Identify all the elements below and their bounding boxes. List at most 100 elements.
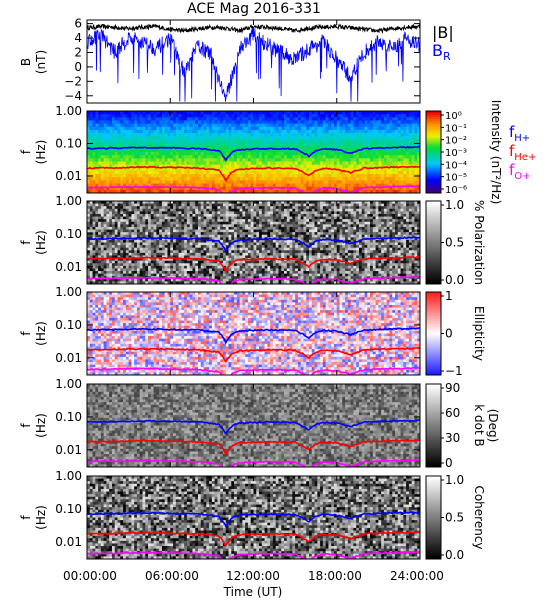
- ellipticity-y-axis-unit: (Hz): [34, 321, 48, 346]
- ellipticity-heatmap: [87, 292, 420, 375]
- k-dot-b-y-axis-unit: (Hz): [34, 413, 48, 438]
- polarization-y-tick-label-2: 0.01: [55, 260, 82, 274]
- legend-br-subscript: R: [443, 50, 451, 63]
- series-line-bmag: [86, 23, 421, 35]
- k-dot-b-gyro-line-h-plus: [87, 419, 420, 435]
- k-dot-b-gyro-line-he-plus: [87, 439, 420, 457]
- x-tick-label-1: 06:00:00: [145, 569, 199, 583]
- polarization-colorbar-tick-label-0: 1.0: [445, 198, 464, 212]
- ellipticity-gyro-line-h-plus: [87, 327, 420, 345]
- mag-y-tick-label-2: 2: [74, 45, 82, 59]
- coherency-gyro-line-o-plus: [87, 550, 420, 559]
- intensity-colorbar-tick-label-1: 10⁻¹: [445, 123, 467, 134]
- legend-subscript-0: H+: [514, 133, 530, 144]
- intensity-colorbar-tick-label-2: 10⁻²: [445, 136, 467, 147]
- mag-y-tick-label-5: −4: [64, 89, 82, 103]
- polarization-colorbar-tick-label-1: 0.5: [445, 236, 464, 250]
- x-tick-label-0: 00:00:00: [63, 569, 117, 583]
- polarization-y-tick-label-0: 1.00: [55, 194, 82, 208]
- ellipticity-y-tick-label-2: 0.01: [55, 351, 82, 365]
- polarization-heatmap: [87, 201, 420, 284]
- coherency-colorbar: 1.0 0.5 0.0 Coherency: [425, 473, 486, 562]
- coherency-gyro-line-h-plus: [87, 511, 420, 528]
- coherency-y-tick-label-1: 0.10: [55, 502, 82, 516]
- k-dot-b-colorbar-tick-label-2: 30: [445, 431, 460, 445]
- coherency-y-axis-label: f: [19, 515, 33, 520]
- k-dot-b-colorbar-tick-label-0: 90: [445, 381, 460, 395]
- ellipticity-colorbar-label: Ellipticity: [472, 306, 486, 361]
- panel-polarization: 1.00 0.10 0.01 f (Hz) 1.0 0.5 0.0 % Polarization: [19, 194, 486, 287]
- intensity-colorbar-tick-label-3: 10⁻³: [445, 148, 467, 159]
- legend-subscript-2: O+: [514, 171, 530, 182]
- panel-k-dot-b: 1.00 0.10 0.01 f (Hz) 90 60 30 0 k dot B (Deg): [19, 377, 500, 470]
- k-dot-b-colorbar-frame: [425, 383, 442, 468]
- mag-y-tick-label-3: 0: [74, 60, 82, 74]
- intensity-colorbar-tick-label-6: 10⁻⁶: [445, 185, 467, 196]
- k-dot-b-colorbar-label: k dot B: [472, 404, 486, 446]
- intensity-colorbar-tick-label-0: 10⁰: [445, 111, 462, 122]
- polarization-y-axis-unit: (Hz): [34, 230, 48, 255]
- ellipticity-gyro-line-he-plus: [87, 347, 420, 364]
- ellipticity-y-tick-label-0: 1.00: [55, 285, 82, 299]
- coherency-colorbar-tick-label-2: 0.0: [445, 548, 464, 562]
- legend-o-plus: fO+: [509, 161, 531, 182]
- k-dot-b-y-tick-label-2: 0.01: [55, 443, 82, 457]
- mag-y-tick-label-1: 4: [74, 31, 82, 45]
- legend-he-plus: fHe+: [509, 142, 536, 163]
- intensity-y-axis-unit: (Hz): [34, 140, 48, 165]
- intensity-gyro-line-h-plus: [87, 145, 420, 162]
- panel-ellipticity: 1.00 0.10 0.01 f (Hz) 1 0 −1 Ellipticity: [19, 285, 486, 378]
- ellipticity-y-tick-label-1: 0.10: [55, 318, 82, 332]
- intensity-y-axis-label: f: [19, 149, 33, 154]
- k-dot-b-colorbar-tick-label-1: 60: [445, 406, 460, 420]
- polarization-colorbar-tick-label-2: 0.0: [445, 273, 464, 287]
- coherency-y-tick-label-2: 0.01: [55, 535, 82, 549]
- ellipticity-colorbar: 1 0 −1 Ellipticity: [425, 289, 486, 378]
- ellipticity-colorbar-tick-label-1: 0: [445, 327, 453, 341]
- legend-subscript-1: He+: [514, 152, 536, 163]
- chart-title: ACE Mag 2016-331: [187, 1, 321, 17]
- k-dot-b-colorbar: 90 60 30 0 k dot B (Deg): [425, 381, 500, 470]
- x-axis-label: Time (UT): [223, 585, 283, 599]
- ellipticity-y-axis-label: f: [19, 331, 33, 336]
- k-dot-b-colorbar-tick-label-3: 0: [445, 456, 453, 470]
- x-tick-label-2: 12:00:00: [226, 569, 280, 583]
- ellipticity-gyro-line-o-plus: [87, 366, 420, 375]
- x-tick-label-3: 18:00:00: [308, 569, 362, 583]
- series-line-br: [86, 27, 421, 102]
- polarization-y-axis-label: f: [19, 240, 33, 245]
- k-dot-b-heatmap: [87, 384, 420, 467]
- coherency-colorbar-tick-label-0: 1.0: [445, 473, 464, 487]
- k-dot-b-y-tick-label-1: 0.10: [55, 410, 82, 424]
- x-tick-label-4: 24:00:00: [390, 569, 444, 583]
- intensity-y-tick-label-2: 0.01: [55, 169, 82, 183]
- mag-y-tick-label-0: 6: [74, 17, 82, 31]
- x-axis: 00:00:00 06:00:00 12:00:00 18:00:00 24:0…: [63, 569, 444, 599]
- k-dot-b-colorbar-unit: (Deg): [486, 409, 500, 443]
- legend-h-plus: fH+: [509, 123, 530, 144]
- polarization-colorbar: 1.0 0.5 0.0 % Polarization: [425, 198, 486, 287]
- polarization-gyro-line-h-plus: [87, 236, 420, 253]
- mag-y-axis-label: B: [19, 58, 33, 66]
- coherency-colorbar-tick-label-1: 0.5: [445, 511, 464, 525]
- intensity-colorbar-label: Intensity (nT²/Hz): [489, 100, 503, 205]
- coherency-heatmap: [87, 476, 420, 559]
- intensity-y-tick-label-0: 1.00: [55, 104, 82, 118]
- intensity-colorbar-tick-label-4: 10⁻⁴: [445, 160, 467, 171]
- k-dot-b-y-axis-label: f: [19, 423, 33, 428]
- mag-y-axis-unit: (nT): [34, 50, 48, 74]
- polarization-colorbar-label: % Polarization: [472, 200, 486, 285]
- ellipticity-colorbar-tick-label-2: −1: [445, 364, 463, 378]
- intensity-heatmap: [87, 111, 420, 193]
- legend-bmag: |B|: [432, 23, 454, 42]
- coherency-colorbar-label: Coherency: [472, 485, 486, 549]
- coherency-gyro-line-he-plus: [87, 531, 420, 548]
- polarization-y-tick-label-1: 0.10: [55, 227, 82, 241]
- polarization-gyro-line-he-plus: [87, 255, 420, 274]
- k-dot-b-y-tick-label-0: 1.00: [55, 377, 82, 391]
